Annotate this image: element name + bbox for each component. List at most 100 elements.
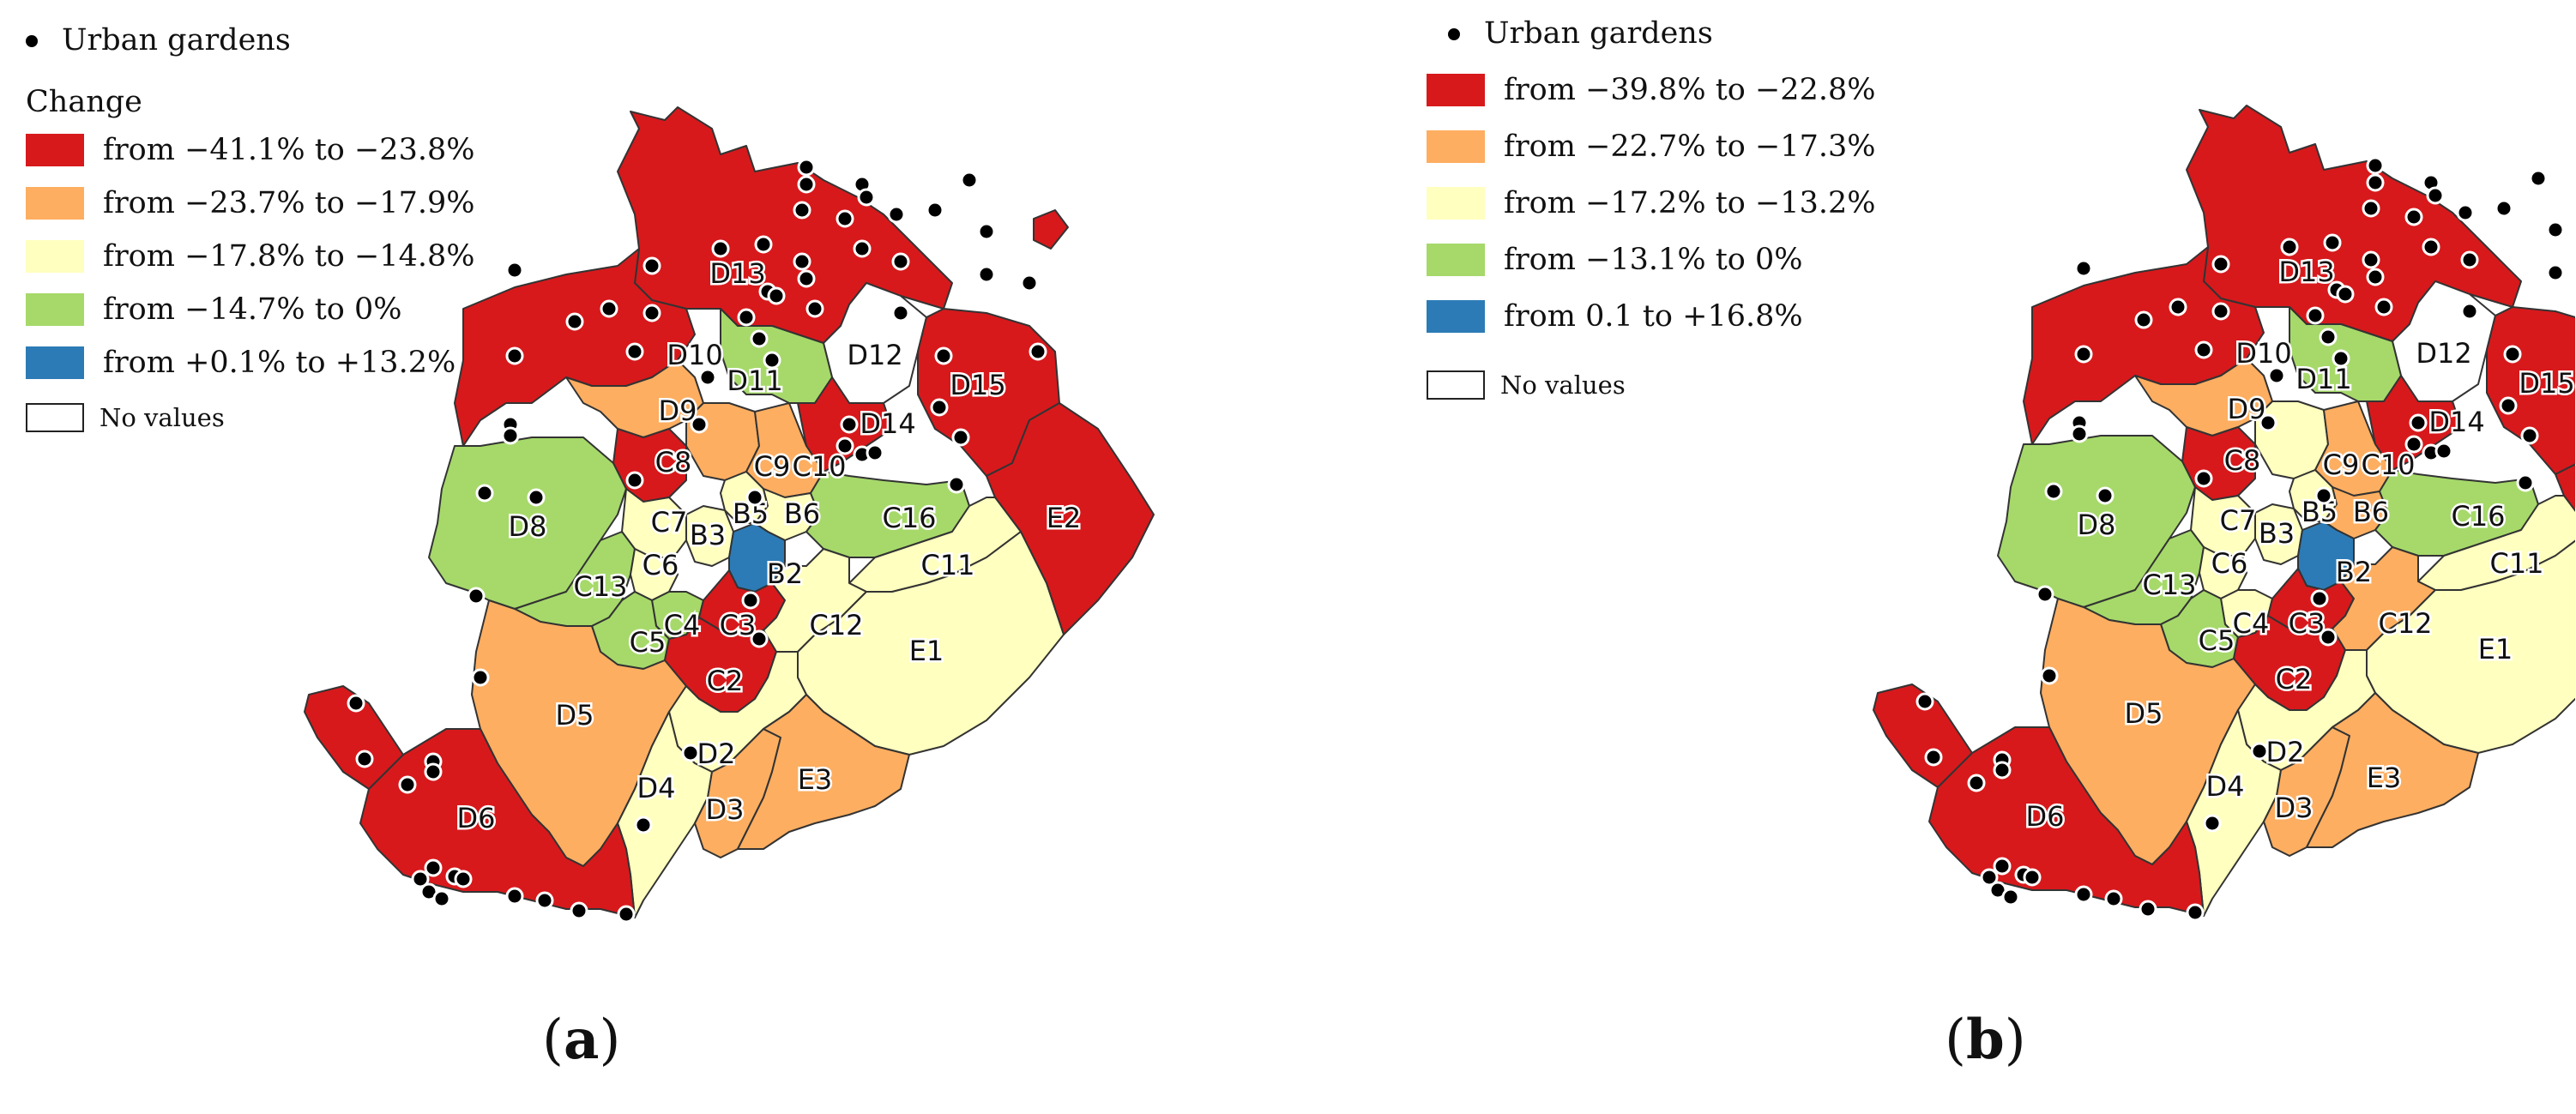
garden-point — [2203, 814, 2222, 833]
label-D2: D2 — [2266, 736, 2305, 768]
label-D11: D11 — [2295, 363, 2351, 395]
garden-point — [467, 587, 486, 605]
garden-point — [797, 158, 816, 177]
map-panel-a: Urban gardens Change from −41.1% to −23.… — [26, 26, 1155, 1072]
legend-swatch — [26, 293, 84, 326]
garden-point — [977, 222, 996, 241]
garden-point — [2169, 298, 2187, 316]
garden-point — [2074, 885, 2093, 904]
label-D14: D14 — [860, 407, 915, 440]
garden-point — [2310, 589, 2329, 608]
label-D5: D5 — [556, 699, 594, 732]
garden-point — [625, 471, 644, 490]
legend-class-label: from −17.8% to −14.8% — [103, 238, 475, 274]
garden-point — [793, 201, 811, 220]
garden-point — [836, 209, 854, 228]
garden-point — [600, 299, 618, 318]
garden-point — [793, 252, 811, 271]
legend-swatch-empty — [26, 403, 84, 432]
garden-point-icon — [1448, 27, 1460, 40]
garden-point — [2044, 482, 2063, 501]
label-D5: D5 — [2125, 697, 2163, 730]
garden-point — [2001, 888, 2020, 906]
legend-class-1: from −39.8% to −22.8% — [1427, 74, 1875, 106]
label-C4: C4 — [664, 609, 701, 641]
garden-point — [690, 415, 709, 434]
label-C12: C12 — [2378, 607, 2432, 640]
garden-point — [570, 901, 588, 920]
garden-point — [2139, 900, 2157, 918]
garden-point — [2211, 302, 2230, 321]
garden-point — [745, 488, 764, 507]
label-D10: D10 — [667, 339, 722, 371]
legend-class-5: from +0.1% to +13.2% — [26, 346, 455, 379]
legend-swatch — [26, 346, 84, 379]
garden-point — [454, 870, 473, 888]
label-C9: C9 — [2323, 449, 2360, 481]
garden-point — [2040, 666, 2059, 685]
label-D14: D14 — [2428, 406, 2484, 438]
label-C16: C16 — [882, 502, 936, 534]
garden-point — [836, 437, 854, 455]
garden-point — [857, 188, 876, 207]
garden-point — [2323, 233, 2342, 252]
garden-point — [1020, 274, 1039, 292]
garden-point — [2314, 486, 2333, 505]
legend-swatch — [1427, 130, 1485, 163]
district-D7 — [1873, 683, 1973, 788]
map-b-content: D13 D12 D15 E2 D10 D11 D14 D9 C8 C9 C10 … — [1873, 105, 2575, 922]
garden-point — [977, 265, 996, 284]
garden-point — [2186, 903, 2205, 922]
garden-point — [947, 475, 966, 494]
garden-point — [2104, 889, 2123, 908]
legend-swatch — [26, 134, 84, 166]
garden-point — [1993, 761, 2012, 780]
label-C10: C10 — [2361, 449, 2415, 481]
label-C10: C10 — [792, 450, 846, 483]
garden-point — [2499, 396, 2518, 415]
garden-point — [355, 750, 374, 768]
label-C5: C5 — [630, 626, 667, 659]
legend-class-1: from −41.1% to −23.8% — [26, 134, 474, 166]
label-C13: C13 — [573, 570, 627, 603]
label-D3: D3 — [2275, 792, 2314, 824]
garden-point — [642, 304, 661, 322]
district-E3 — [737, 694, 910, 850]
legend-class-label: from +0.1% to +13.2% — [103, 345, 456, 380]
legend-points-label: Urban gardens — [1484, 16, 1713, 51]
garden-point — [866, 443, 884, 462]
garden-point — [2259, 413, 2277, 432]
label-E2: E2 — [1047, 502, 1082, 534]
label-C2: C2 — [707, 665, 744, 697]
garden-point — [505, 261, 524, 280]
garden-point — [951, 428, 970, 447]
legend-class-label: from −22.7% to −17.3% — [1504, 129, 1876, 164]
garden-point — [2074, 345, 2093, 364]
label-C7: C7 — [651, 506, 688, 539]
garden-point — [2194, 340, 2213, 359]
garden-point — [475, 484, 494, 503]
garden-point — [2422, 238, 2440, 256]
garden-point — [2319, 628, 2338, 647]
label-D8: D8 — [509, 510, 547, 543]
legend-class-label: from −13.1% to 0% — [1504, 242, 1803, 277]
label-C6: C6 — [2211, 547, 2248, 580]
label-C8: C8 — [2224, 444, 2261, 477]
garden-point — [797, 269, 816, 288]
label-B6: B6 — [2353, 496, 2389, 528]
garden-point — [2520, 426, 2539, 445]
garden-point — [2023, 868, 2042, 887]
garden-point — [2211, 255, 2230, 274]
garden-point-icon — [26, 34, 38, 47]
garden-point — [2362, 199, 2380, 218]
label-D4: D4 — [2206, 770, 2245, 803]
garden-point — [2074, 259, 2093, 278]
label-D10: D10 — [2235, 337, 2291, 370]
legend-class-2: from −23.7% to −17.9% — [26, 187, 474, 220]
legend-no-values-label: No values — [1500, 370, 1626, 400]
garden-point — [805, 299, 824, 318]
garden-point — [698, 368, 717, 387]
label-D8: D8 — [2078, 509, 2116, 541]
garden-point — [891, 304, 910, 322]
garden-point — [2362, 250, 2380, 269]
